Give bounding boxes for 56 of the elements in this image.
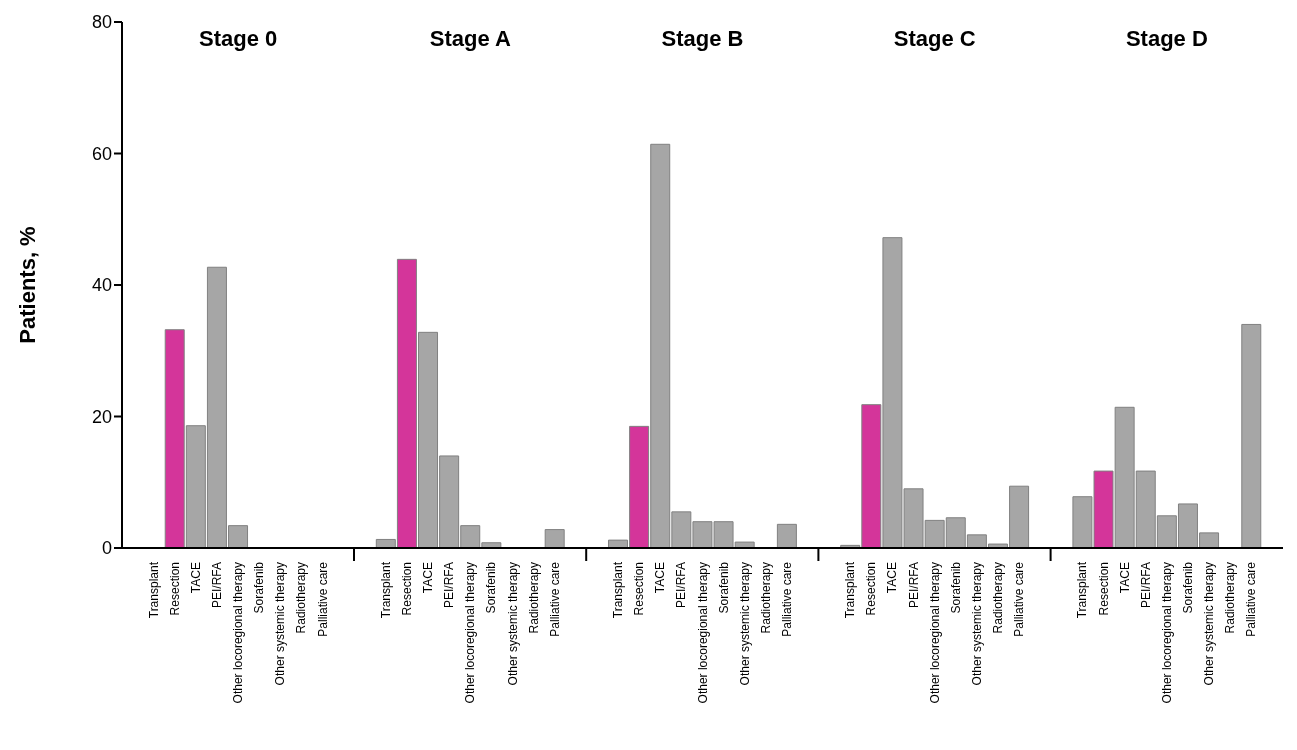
x-tick-label: Other locoregional therapy xyxy=(231,562,246,704)
annotation: Stage 0 xyxy=(198,26,278,52)
x-tick-label: PEI/RFA xyxy=(1138,562,1153,609)
y-axis-title: Patients, % xyxy=(15,226,41,344)
x-tick-label: Other systemic therapy xyxy=(1202,562,1217,686)
x-tick-label: TACE xyxy=(1117,562,1132,594)
x-tick-label: TACE xyxy=(653,562,668,594)
y-tick-label: 0 xyxy=(101,538,112,559)
x-tick-label: Other locoregional therapy xyxy=(927,562,942,704)
x-tick-label: Other systemic therapy xyxy=(737,562,752,686)
x-tick-label: Radiotherapy xyxy=(1223,562,1238,634)
x-tick-label: PEI/RFA xyxy=(209,562,224,609)
annotation: Stage C xyxy=(893,26,976,52)
x-tick-label: Other locoregional therapy xyxy=(695,562,710,704)
x-tick-label: Transplant xyxy=(378,561,393,619)
x-tick-label: TACE xyxy=(421,562,436,594)
y-tick-label: 60 xyxy=(91,143,112,164)
x-tick-label: Resection xyxy=(1096,562,1111,616)
x-tick-label: Transplant xyxy=(146,561,161,619)
x-tick-label: Sorafenib xyxy=(1181,561,1196,614)
annotation: Stage D xyxy=(1125,26,1208,52)
x-tick-label: PEI/RFA xyxy=(674,562,689,609)
x-tick-label: Palliative care xyxy=(547,561,562,637)
y-tick-label: 20 xyxy=(91,406,112,427)
x-tick-label: Palliative care xyxy=(315,561,330,637)
x-tick-label: Radiotherapy xyxy=(294,562,309,634)
x-tick-label: Sorafenib xyxy=(948,561,963,614)
annotation: Stage B xyxy=(661,26,744,52)
x-tick-label: Radiotherapy xyxy=(758,562,773,634)
x-tick-label: Palliative care xyxy=(779,561,794,637)
x-tick-label: Other locoregional therapy xyxy=(1159,562,1174,704)
x-tick-label: Sorafenib xyxy=(484,561,499,614)
x-tick-label: Other locoregional therapy xyxy=(463,562,478,704)
x-tick-label: TACE xyxy=(885,562,900,594)
x-tick-label: Other systemic therapy xyxy=(505,562,520,686)
x-tick-label: PEI/RFA xyxy=(906,562,921,609)
x-tick-label: Transplant xyxy=(1075,561,1090,619)
x-tick-label: TACE xyxy=(188,562,203,594)
x-tick-label: Transplant xyxy=(843,561,858,619)
x-tick-label: Resection xyxy=(167,562,182,616)
x-tick-label: Resection xyxy=(864,562,879,616)
x-tick-label: Palliative care xyxy=(1244,561,1259,637)
x-tick-label: Resection xyxy=(632,562,647,616)
x-tick-label: Radiotherapy xyxy=(991,562,1006,634)
x-tick-label: Palliative care xyxy=(1012,561,1027,637)
x-tick-label: Radiotherapy xyxy=(526,562,541,634)
annotation: Stage A xyxy=(429,26,511,52)
x-tick-label: Sorafenib xyxy=(716,561,731,614)
x-tick-label: Sorafenib xyxy=(252,561,267,614)
x-tick-label: PEI/RFA xyxy=(442,562,457,609)
y-tick-label: 80 xyxy=(91,12,112,33)
x-tick-label: Transplant xyxy=(611,561,626,619)
x-tick-label: Other systemic therapy xyxy=(273,562,288,686)
x-tick-label: Other systemic therapy xyxy=(969,562,984,686)
y-tick-label: 40 xyxy=(91,275,112,296)
x-tick-label: Resection xyxy=(399,562,414,616)
